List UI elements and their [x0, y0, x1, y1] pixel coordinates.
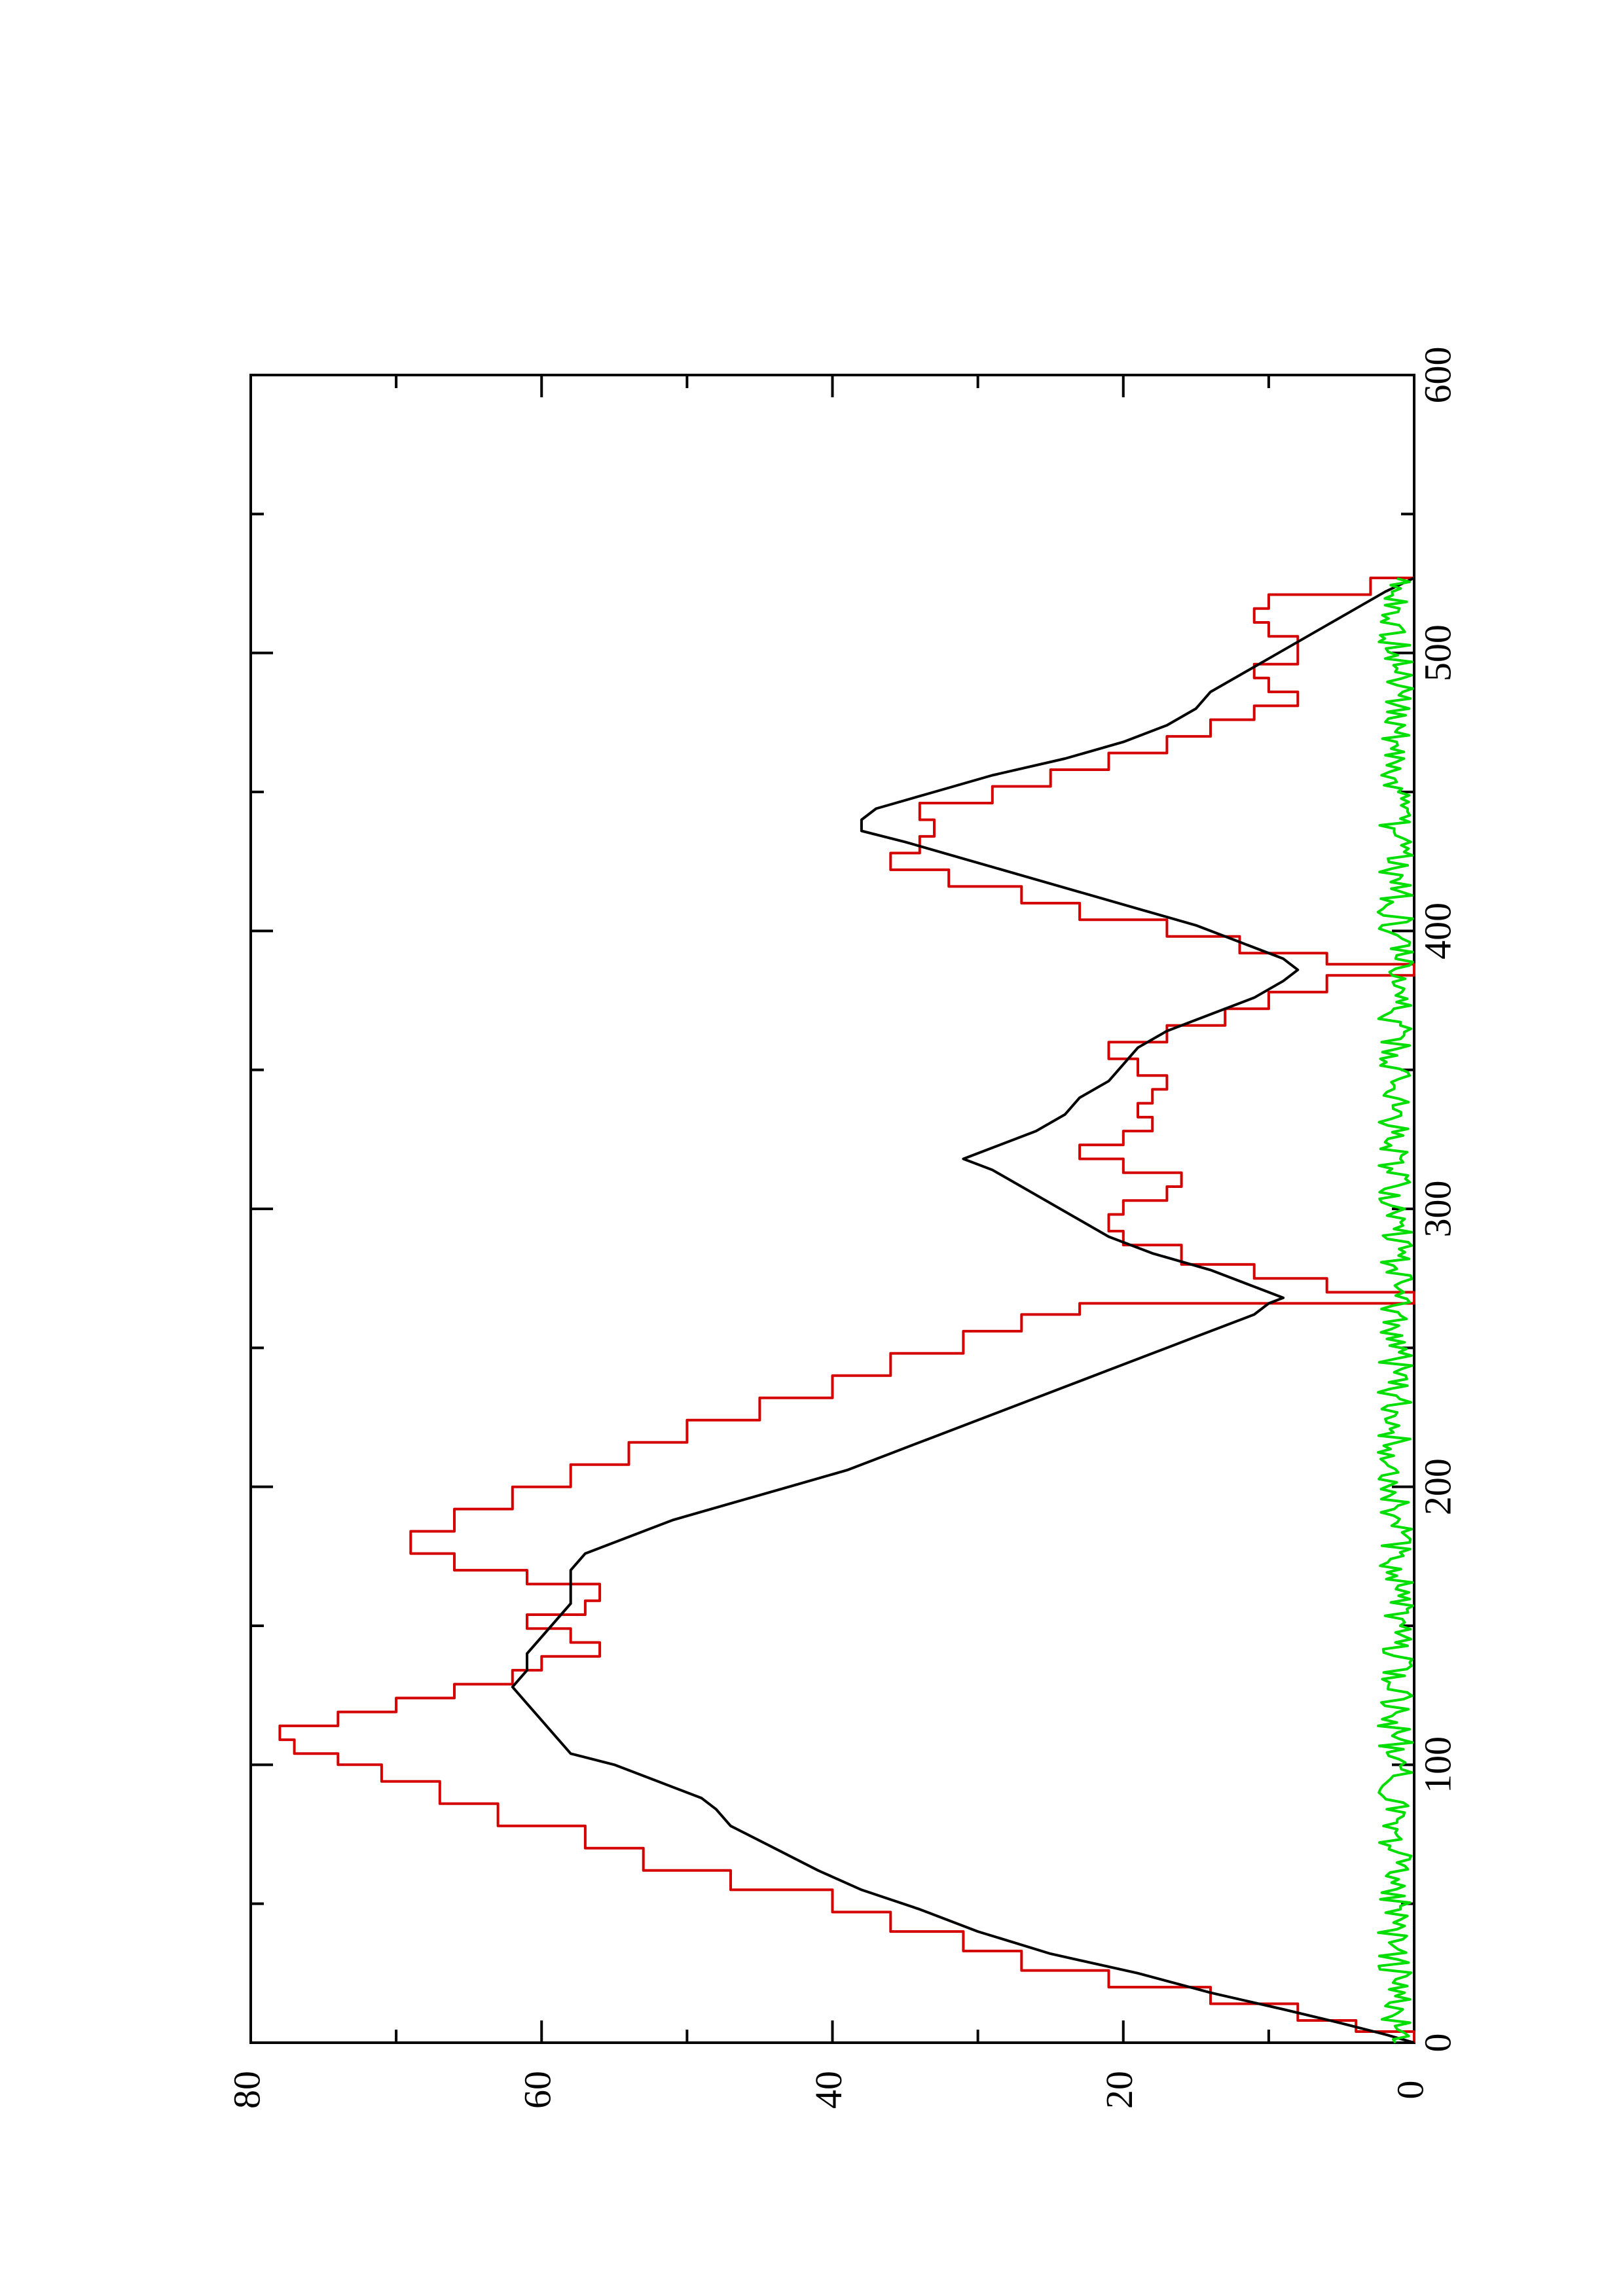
x-tick-label: 300	[1416, 1181, 1459, 1238]
x-tick-label: 0	[1416, 2034, 1459, 2053]
x-tick-label: 600	[1416, 347, 1459, 404]
plot-area: 0 100 200 300 400 500 600 0 20 40 60 80	[225, 347, 1459, 2109]
x-tick-label: 500	[1416, 624, 1459, 681]
plot-frame	[249, 374, 1415, 2044]
y-tick-label: 60	[517, 2071, 559, 2109]
y-tick-label: 0	[1389, 2081, 1431, 2100]
y-tick-label: 20	[1098, 2071, 1140, 2109]
series-line-2	[511, 577, 1415, 2044]
series-line-1	[278, 577, 1415, 2043]
x-tick-label: 200	[1416, 1458, 1459, 1515]
y-tick-label: 40	[807, 2071, 850, 2109]
x-tick-label: 100	[1416, 1736, 1459, 1793]
x-tick-label: 400	[1416, 903, 1459, 960]
series-line-3	[1376, 577, 1414, 2044]
y-tick-label: 80	[225, 2071, 268, 2109]
